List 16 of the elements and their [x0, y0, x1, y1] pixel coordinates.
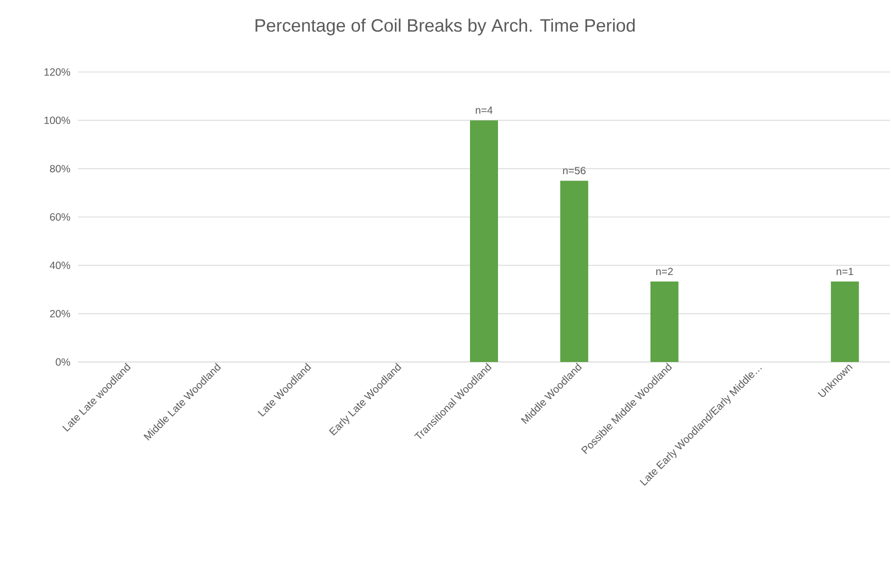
annotation: n=1 — [836, 268, 854, 276]
annotation: n=2 — [656, 268, 673, 276]
y-tick-label: 60% — [50, 213, 70, 221]
chart-title: Percentage of Coil Breaks by Arch. Time Period — [256, 18, 635, 36]
annotation: n=56 — [563, 166, 586, 174]
y-tick-label: 80% — [50, 164, 70, 172]
y-tick-label: 20% — [50, 310, 70, 318]
y-tick-label: 120% — [44, 68, 70, 76]
bar — [560, 180, 588, 362]
y-tick-label: 100% — [44, 116, 70, 124]
y-tick-label: 40% — [50, 262, 70, 270]
bar — [650, 282, 678, 362]
bar — [470, 120, 498, 362]
y-tick-label: 0% — [56, 358, 70, 366]
bar — [830, 282, 859, 362]
annotation: n=4 — [476, 106, 493, 114]
